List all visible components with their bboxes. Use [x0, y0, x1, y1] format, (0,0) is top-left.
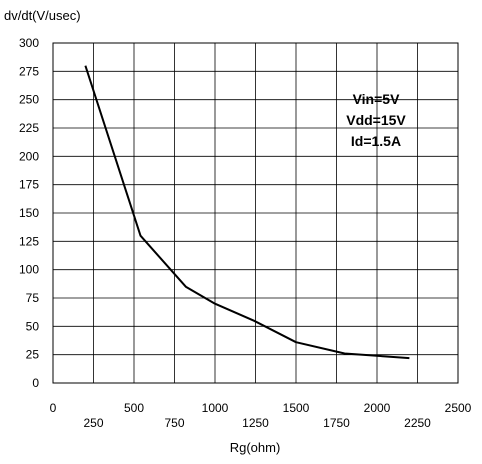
annotation-vdd: Vdd=15V [346, 112, 406, 128]
y-tick-label: 150 [19, 206, 39, 220]
x-tick-label: 1750 [323, 416, 350, 430]
y-tick-labels: 0 25 50 75 100 125 150 175 200 225 250 275 300 [19, 36, 39, 390]
y-tick-label: 300 [19, 36, 39, 50]
y-tick-label: 125 [19, 234, 39, 248]
x-tick-label: 2000 [364, 401, 391, 415]
x-tick-label: 1000 [202, 401, 229, 415]
y-tick-label: 50 [26, 319, 40, 333]
series-line [84, 65, 410, 360]
y-tick-label: 200 [19, 149, 39, 163]
x-tick-label: 0 [50, 401, 57, 415]
annotation-vin: Vin=5V [353, 91, 400, 107]
x-tick-labels: 0 250 500 750 1000 1250 1500 1750 2000 2250 2500 [50, 401, 472, 430]
series-layer [84, 65, 410, 360]
y-tick-label: 25 [26, 348, 40, 362]
x-tick-label: 1500 [283, 401, 310, 415]
y-axis-title: dv/dt(V/usec) [4, 8, 81, 23]
annotation-id: Id=1.5A [351, 133, 401, 149]
x-tick-label: 750 [164, 416, 184, 430]
y-tick-label: 225 [19, 121, 39, 135]
x-axis-title: Rg(ohm) [230, 440, 281, 455]
y-tick-label: 250 [19, 93, 39, 107]
y-tick-label: 175 [19, 178, 39, 192]
grid-lines [53, 43, 458, 383]
x-tick-label: 1250 [242, 416, 269, 430]
y-tick-label: 275 [19, 64, 39, 78]
x-tick-label: 500 [124, 401, 144, 415]
y-tick-label: 100 [19, 263, 39, 277]
y-tick-label: 75 [26, 291, 40, 305]
x-tick-label: 250 [83, 416, 103, 430]
y-tick-label: 0 [32, 376, 39, 390]
x-tick-label: 2500 [445, 401, 472, 415]
x-tick-label: 2250 [404, 416, 431, 430]
